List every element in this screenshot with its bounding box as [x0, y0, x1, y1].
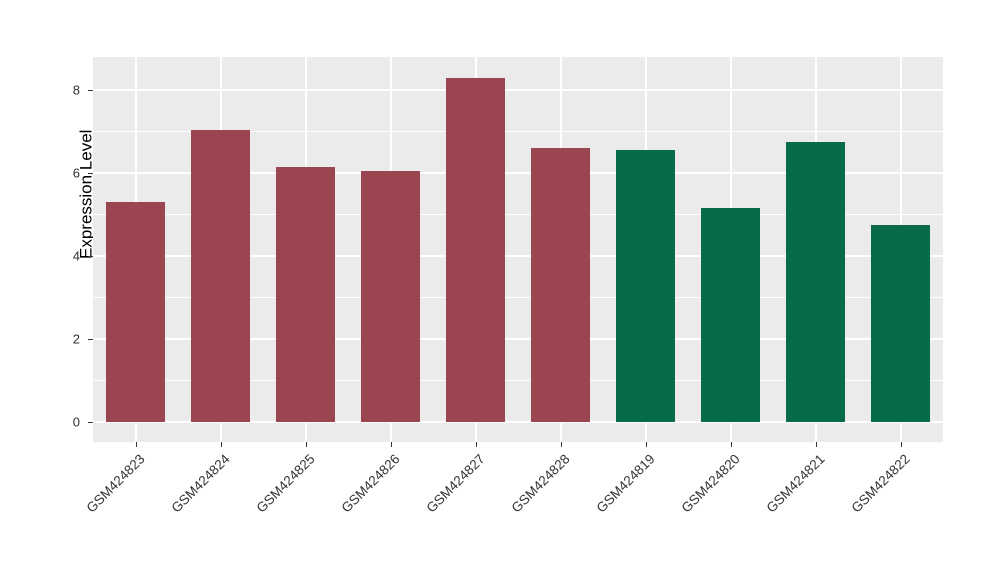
bar-GSM424820	[700, 208, 761, 423]
x-tick-label: GSM424821	[763, 451, 828, 516]
x-tick-label: GSM424823	[83, 451, 148, 516]
bar-GSM424824	[190, 129, 251, 423]
x-tick-mark	[645, 442, 647, 447]
y-tick-label: 2	[72, 331, 80, 347]
y-tick-mark	[88, 90, 93, 92]
x-tick-mark	[305, 442, 307, 447]
x-tick-mark	[220, 442, 222, 447]
gridline-major	[93, 421, 943, 424]
y-tick-label: 8	[72, 82, 80, 98]
x-tick-mark	[900, 442, 902, 447]
y-tick-mark	[88, 173, 93, 175]
x-tick-label: GSM424824	[168, 451, 233, 516]
x-tick-label: GSM424822	[848, 451, 913, 516]
x-tick-label: GSM424825	[253, 451, 318, 516]
bar-GSM424825	[275, 166, 336, 423]
gridline-major	[93, 255, 943, 258]
x-tick-label: GSM424820	[678, 451, 743, 516]
bar-GSM424828	[530, 148, 591, 423]
bar-GSM424821	[785, 142, 846, 423]
bar-GSM424826	[360, 171, 421, 423]
x-tick-mark	[390, 442, 392, 447]
bar-GSM424819	[615, 150, 676, 423]
plot-panel	[93, 57, 943, 442]
y-tick-mark	[88, 256, 93, 258]
y-tick-mark	[88, 422, 93, 424]
y-tick-label: 0	[72, 414, 80, 430]
y-tick-label: 6	[72, 165, 80, 181]
x-tick-mark	[730, 442, 732, 447]
gridline-major	[93, 89, 943, 92]
x-tick-mark	[560, 442, 562, 447]
bar-GSM424827	[445, 77, 506, 423]
gridline-minor	[93, 214, 943, 216]
gridline-minor	[93, 297, 943, 299]
x-tick-mark	[475, 442, 477, 447]
x-tick-label: GSM424826	[338, 451, 403, 516]
gridline-minor	[93, 380, 943, 382]
x-tick-mark	[135, 442, 137, 447]
bar-GSM424822	[870, 225, 931, 423]
bar-GSM424823	[105, 202, 166, 423]
gridline-minor	[93, 131, 943, 133]
x-tick-label: GSM424827	[423, 451, 488, 516]
x-tick-mark	[815, 442, 817, 447]
gridline-major	[93, 338, 943, 341]
x-tick-label: GSM424828	[508, 451, 573, 516]
gridline-major	[93, 172, 943, 175]
x-tick-label: GSM424819	[593, 451, 658, 516]
y-tick-mark	[88, 339, 93, 341]
y-tick-label: 4	[72, 248, 80, 264]
